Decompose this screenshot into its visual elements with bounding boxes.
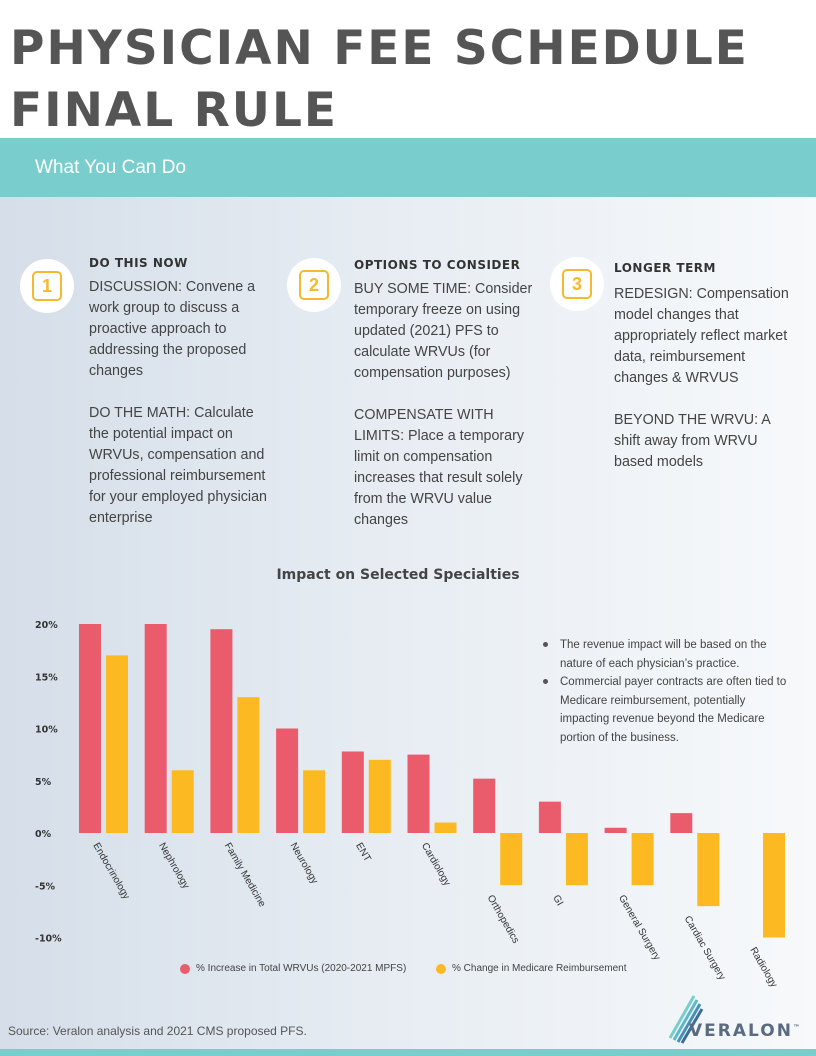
title-line-1: PHYSICIAN FEE SCHEDULE [10, 21, 749, 76]
bar-wrvu [79, 624, 101, 833]
y-tick-label: -10% [35, 934, 62, 945]
step-1-number: 1 [32, 271, 62, 301]
logo-mark-icon [668, 995, 704, 1044]
bar-wrvu [210, 629, 233, 833]
step-2-heading: OPTIONS TO CONSIDER [354, 258, 521, 272]
bar-medicare [237, 697, 260, 833]
step-3-heading: LONGER TERM [614, 261, 716, 275]
x-tick-label: Orthopedics [485, 893, 521, 945]
legend-item-wrvu: % Increase in Total WRVUs (2020-2021 MPF… [180, 963, 406, 974]
bar-wrvu [276, 728, 299, 833]
legend-swatch-wrvu [180, 963, 190, 974]
bar-medicare [106, 655, 128, 833]
bar-wrvu [341, 751, 364, 833]
bar-wrvu [670, 813, 693, 833]
bar-medicare [368, 759, 391, 833]
bar-wrvu [538, 801, 561, 833]
step-2-text: BUY SOME TIME: Consider temporary freeze… [354, 281, 533, 528]
note-item: Commercial payer contracts are often tie… [540, 673, 790, 747]
bar-wrvu [473, 778, 496, 833]
legend-item-medicare: % Change in Medicare Reimbursement [436, 963, 627, 974]
step-3-text: REDESIGN: Compensation model changes tha… [614, 286, 789, 470]
step-2-number: 2 [299, 270, 329, 300]
x-tick-label: GI [550, 893, 565, 908]
step-3-number: 3 [562, 269, 592, 299]
x-tick-label: Endocrinology [90, 841, 131, 901]
step-1-text: DISCUSSION: Convene a work group to disc… [89, 279, 268, 526]
y-tick-label: 15% [35, 672, 58, 683]
y-tick-label: -5% [35, 881, 56, 892]
bottom-bar [0, 1049, 816, 1056]
bar-medicare [500, 833, 523, 886]
bar-medicare [303, 770, 326, 833]
y-tick-label: 0% [35, 829, 52, 840]
y-tick-label: 10% [35, 725, 58, 736]
bar-wrvu [407, 754, 430, 833]
y-tick-label: 20% [35, 620, 58, 631]
bar-medicare [434, 822, 457, 833]
step-3-badge: 3 [550, 257, 604, 311]
bar-wrvu [144, 624, 167, 833]
bar-medicare [697, 833, 720, 907]
logo-wordmark: VERALON™ [689, 1021, 802, 1041]
bar-medicare [565, 833, 588, 886]
legend-label-medicare: % Change in Medicare Reimbursement [452, 963, 627, 974]
page-title: PHYSICIAN FEE SCHEDULE FINAL RULE [10, 18, 810, 142]
y-tick-label: 5% [35, 777, 52, 788]
x-tick-label: Nephrology [156, 841, 191, 891]
step-1-badge: 1 [20, 259, 74, 313]
chart-title: Impact on Selected Specialties [276, 567, 520, 583]
x-tick-label: ENT [353, 841, 373, 864]
bar-medicare [763, 833, 785, 938]
step-1-heading: DO THIS NOW [89, 256, 188, 270]
source-note: Source: Veralon analysis and 2021 CMS pr… [8, 1024, 307, 1038]
subtitle: What You Can Do [35, 157, 187, 178]
bar-medicare [171, 770, 194, 833]
content-panel [0, 197, 816, 1049]
x-tick-label: Cardiology [419, 841, 452, 888]
x-tick-label: Neurology [288, 841, 320, 886]
bar-wrvu [604, 827, 627, 833]
x-tick-label: General Surgery [616, 893, 662, 962]
note-item: The revenue impact will be based on the … [540, 636, 790, 673]
legend-label-wrvu: % Increase in Total WRVUs (2020-2021 MPF… [196, 963, 407, 974]
bar-medicare [631, 833, 654, 886]
step-2-badge: 2 [287, 258, 341, 312]
subtitle-band: What You Can Do [0, 138, 816, 197]
title-line-2: FINAL RULE [10, 83, 339, 138]
veralon-logo: VERALON™ [664, 994, 814, 1044]
x-tick-label: Family Medicine [222, 841, 268, 909]
x-tick-label: Cardiac Surgery [682, 914, 728, 982]
bar-chart: 20% 15% 10% 5% 0% -5% -10% Endocrinology Nephrol… [35, 620, 785, 990]
legend-swatch-medicare [436, 963, 446, 974]
x-tick-label: Radiology [747, 946, 779, 990]
chart-notes: The revenue impact will be based on the … [540, 636, 790, 747]
